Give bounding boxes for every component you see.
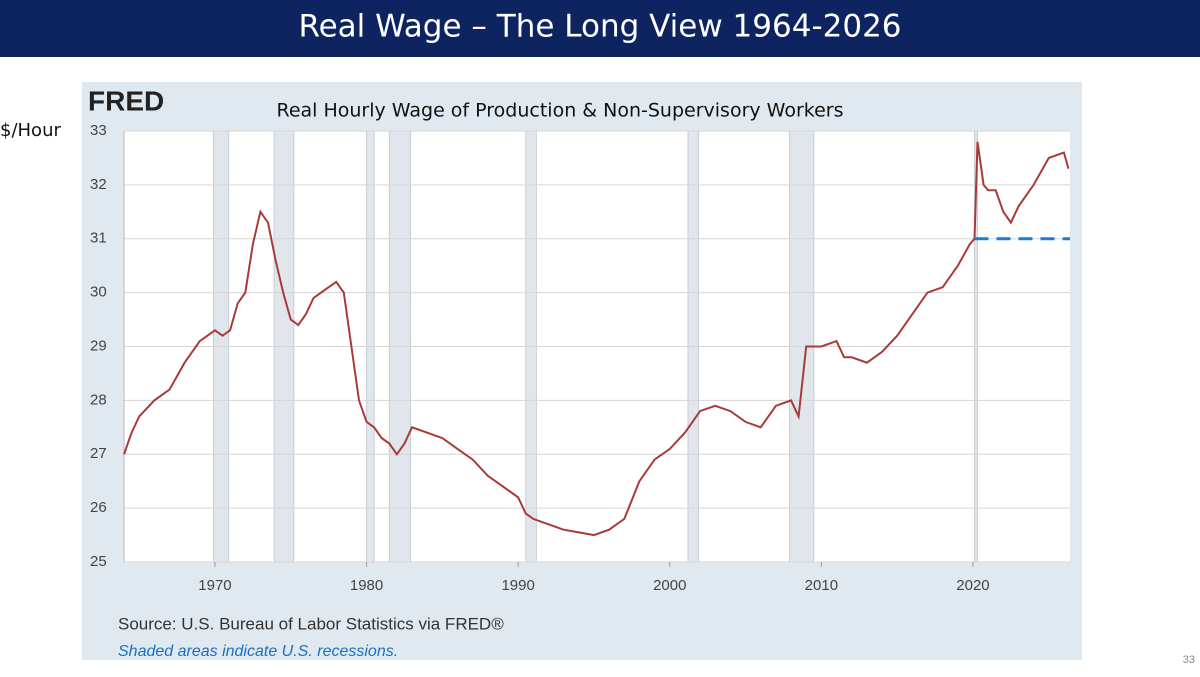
y-tick-label: 30 [90, 284, 107, 301]
y-tick-label: 31 [90, 230, 107, 247]
y-tick-label: 28 [90, 391, 107, 408]
logo: FRED [88, 85, 164, 116]
data-line [123, 141, 1070, 537]
y-tick-label: 27 [90, 445, 107, 462]
y-axis-label: $/Hour [0, 120, 61, 141]
source: Source: U.S. Bureau of Labor Statistics … [118, 614, 504, 633]
banner [0, 0, 1200, 57]
y-tick-label: 29 [90, 337, 107, 354]
x-tick-label: 1980 [350, 577, 383, 594]
y-tick-label: 32 [90, 176, 107, 193]
chart-title: Real Hourly Wage of Production & Non-Sup… [276, 100, 843, 122]
x-tick-label: 2020 [956, 577, 989, 594]
y-tick-label: 26 [90, 499, 107, 516]
x-tick-label: 1970 [198, 577, 231, 594]
y-tick-label: 33 [90, 122, 107, 139]
x-tick-label: 1990 [501, 577, 534, 594]
page-number: 33 [1183, 654, 1195, 666]
slide-title: Real Wage – The Long View 1964-2026 [298, 9, 901, 45]
x-tick-label: 2000 [653, 577, 686, 594]
y-tick-label: 25 [90, 553, 107, 570]
x-tick-label: 2010 [805, 577, 838, 594]
note: Shaded areas indicate U.S. recessions. [118, 643, 398, 660]
